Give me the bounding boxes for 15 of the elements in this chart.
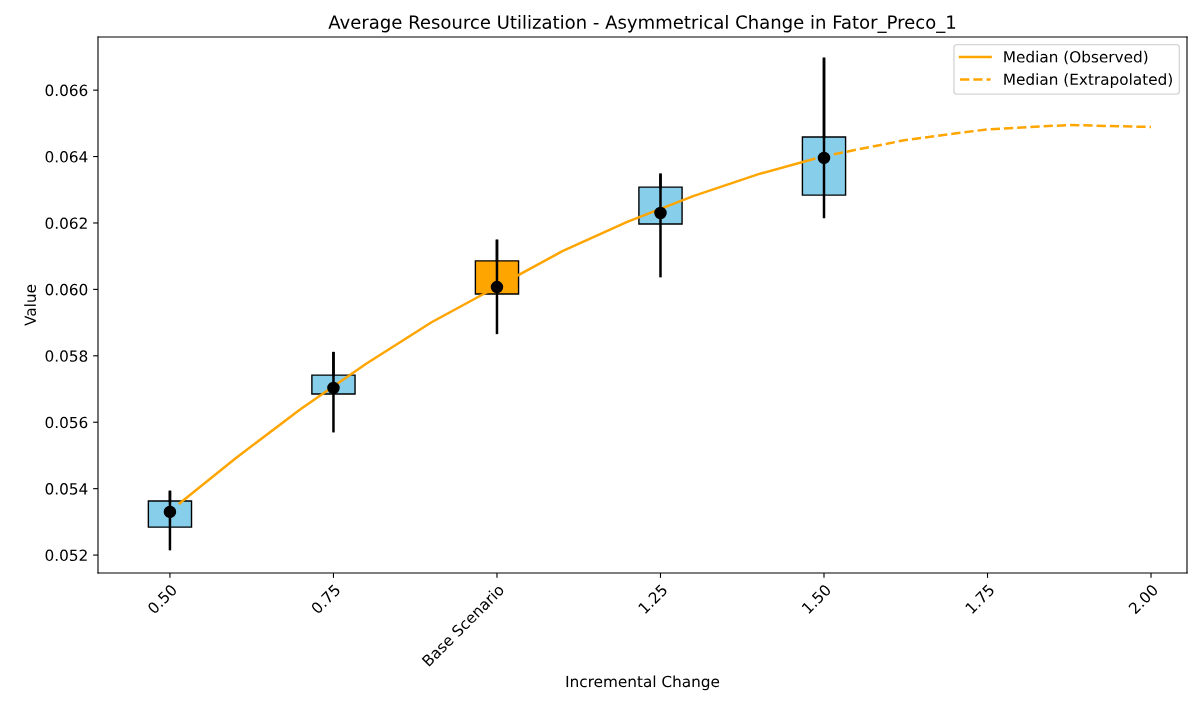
chart-title: Average Resource Utilization - Asymmetrical Change in Fator_Preco_1 (328, 14, 956, 33)
legend-label: Median (Observed) (1004, 50, 1148, 65)
y-tick-label: 0.060 (45, 283, 88, 296)
line-series (178, 157, 816, 505)
y-tick-label: 0.052 (45, 549, 87, 562)
y-tick-label: 0.066 (45, 84, 88, 97)
y-tick-label: 0.062 (45, 217, 87, 229)
y-tick-label: 0.056 (45, 416, 88, 429)
line-series (832, 123, 1153, 156)
y-tick-label: 0.054 (45, 483, 88, 495)
y-tick-label: 0.058 (45, 350, 88, 362)
y-axis-title: Value (24, 284, 37, 326)
y-tick-label: 0.064 (45, 151, 88, 163)
x-axis-title: Incremental Change (566, 675, 720, 691)
legend-label: Median (Extrapolated) (1004, 73, 1172, 88)
